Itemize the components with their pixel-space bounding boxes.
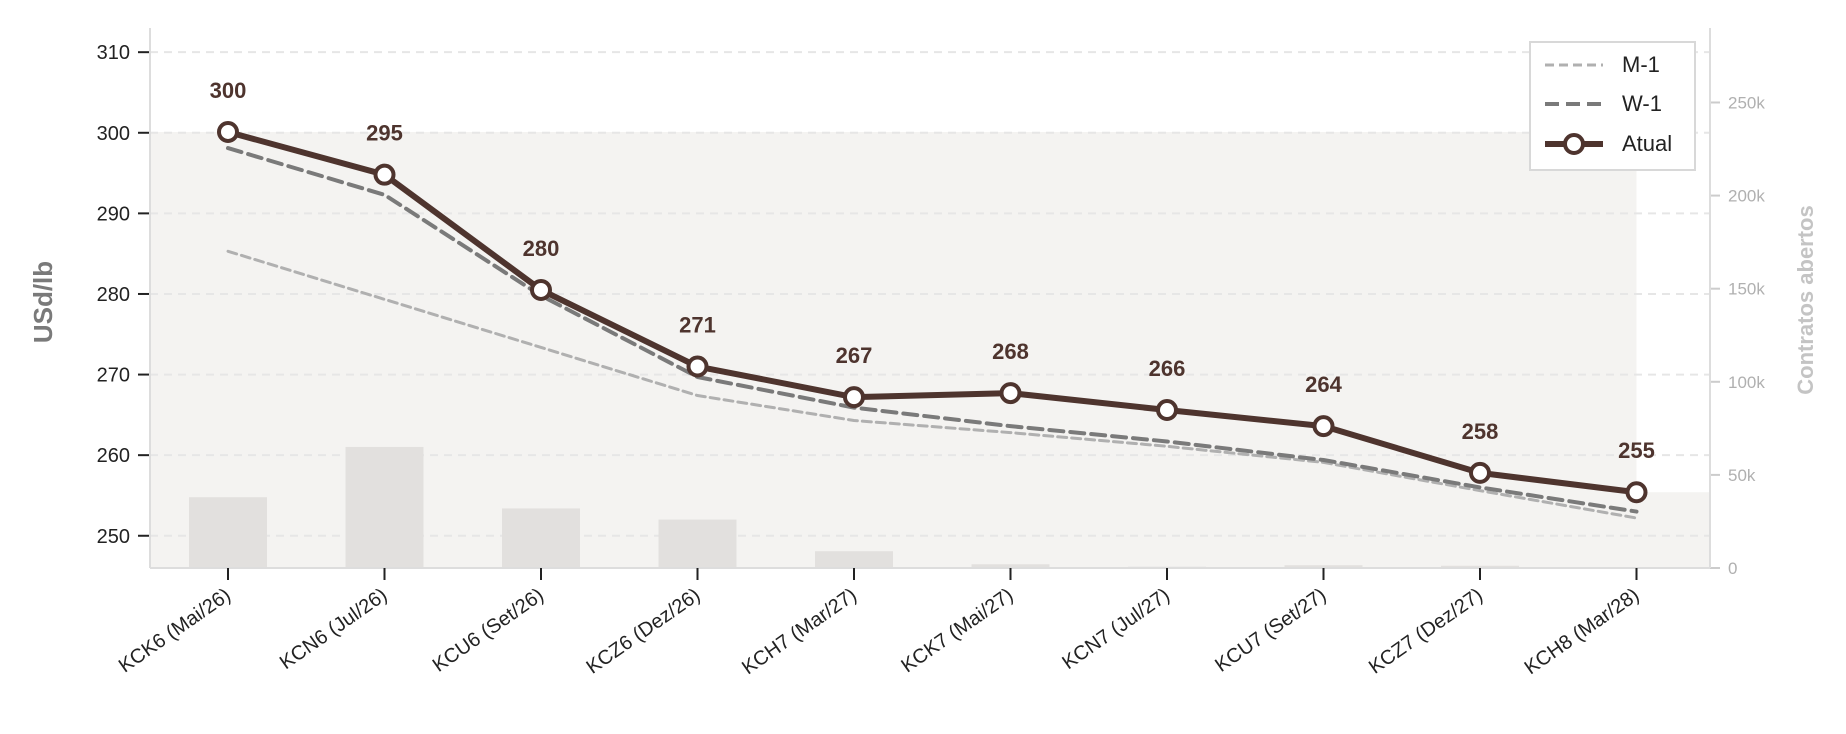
open-interest-bar-8: [1441, 565, 1519, 568]
data-label-8: 258: [1462, 419, 1499, 444]
atual-marker-9: [1625, 481, 1648, 504]
series-line-atual: [225, 128, 1640, 496]
open-interest-bar-5: [971, 564, 1050, 568]
series-line-w-1: [226, 146, 1639, 514]
data-label-2: 280: [523, 236, 560, 261]
data-label-0: 300: [210, 78, 247, 103]
y2-tick-label-1: 50k: [1728, 466, 1756, 485]
open-interest-bar-1: [345, 446, 424, 568]
atual-marker-5: [999, 382, 1022, 405]
y-tick-label-310: 310: [97, 42, 130, 64]
y-tick-label-300: 300: [97, 123, 130, 145]
atual-marker-0: [217, 120, 239, 143]
x-tick-label-6: KCN7 (Jul/27): [1058, 584, 1174, 674]
atual-marker-7: [1312, 415, 1335, 438]
atual-marker-3: [686, 355, 709, 378]
series-markers: [217, 120, 1648, 504]
legend: M-1 W-1 Atual: [1529, 41, 1696, 171]
x-tick-label-1: KCN6 (Jul/26): [276, 584, 392, 674]
x-tick-label-4: KCH7 (Mar/27): [738, 584, 861, 679]
y2-axis-label: Contratos abertos: [1793, 205, 1818, 394]
data-label-6: 266: [1149, 356, 1186, 381]
y2-tick-label-3: 150k: [1728, 280, 1765, 299]
legend-label-m1: M-1: [1622, 52, 1660, 77]
data-label-4: 267: [836, 343, 873, 368]
open-interest-bar-3: [658, 519, 737, 568]
series-lines: [225, 128, 1640, 520]
legend-label-atual: Atual: [1622, 131, 1672, 156]
open-interest-bar-7: [1284, 565, 1363, 568]
x-tick-label-7: KCU7 (Set/27): [1211, 584, 1330, 677]
x-tick-label-0: KCK6 (Mai/26): [115, 584, 235, 677]
atual-marker-1: [373, 163, 396, 186]
x-tick-label-2: KCU6 (Set/26): [429, 584, 548, 677]
atual-marker-6: [1156, 399, 1178, 422]
atual-marker-8: [1469, 461, 1491, 484]
data-label-1: 295: [366, 121, 403, 146]
data-label-9: 255: [1618, 438, 1655, 463]
atual-marker-2: [530, 278, 552, 301]
open-interest-bar-0: [189, 497, 267, 568]
y-tick-label-250: 250: [97, 526, 130, 548]
x-tick-label-5: KCK7 (Mai/27): [897, 584, 1017, 677]
y-axis-label: USd/lb: [28, 261, 58, 343]
y-tick-label-270: 270: [97, 365, 130, 387]
open-interest-bar-2: [502, 508, 580, 568]
x-tick-label-9: KCH8 (Mar/28): [1521, 584, 1644, 679]
y-tick-label-260: 260: [97, 445, 130, 467]
series-line-m-1: [226, 249, 1638, 520]
y2-tick-label-4: 200k: [1728, 187, 1765, 206]
data-label-5: 268: [992, 339, 1029, 364]
legend-label-w1: W-1: [1622, 91, 1662, 116]
y-tick-label-290: 290: [97, 203, 130, 225]
y2-tick-label-2: 100k: [1728, 373, 1765, 392]
open-interest-bar-4: [815, 551, 893, 568]
open-interest-bars: [189, 446, 1676, 568]
data-label-7: 264: [1305, 372, 1342, 397]
y2-tick-label-5: 250k: [1728, 93, 1765, 112]
y2-tick-label-0: 0: [1728, 559, 1737, 578]
data-labels: 300 295 280 271 267 268 266 264 258 255: [210, 78, 1655, 463]
atual-marker-4: [843, 386, 865, 409]
x-tick-label-3: KCZ6 (Dez/26): [582, 584, 704, 679]
legend-marker-atual: [1563, 133, 1585, 155]
data-label-3: 271: [679, 313, 716, 338]
y-tick-label-280: 280: [97, 284, 130, 306]
x-tick-label-8: KCZ7 (Dez/27): [1365, 584, 1487, 679]
